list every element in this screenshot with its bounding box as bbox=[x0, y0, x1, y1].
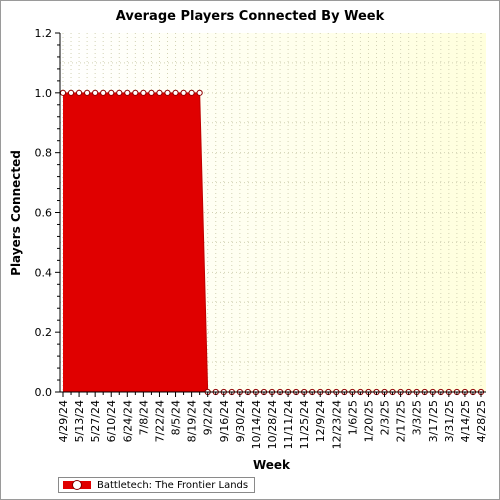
y-axis-title: Players Connected bbox=[9, 150, 23, 276]
data-point bbox=[196, 89, 203, 96]
x-tick-label: 4/29/24 bbox=[57, 400, 70, 442]
x-tick-label: 11/25/24 bbox=[298, 400, 311, 449]
x-tick-label: 9/2/24 bbox=[202, 400, 215, 435]
y-tick-label: 0.6 bbox=[35, 207, 53, 220]
series-area bbox=[63, 92, 481, 392]
legend-label: Battletech: The Frontier Lands bbox=[97, 479, 249, 491]
x-tick-label: 9/16/24 bbox=[218, 400, 231, 442]
x-tick-label: 4/14/25 bbox=[459, 400, 472, 442]
x-tick-label: 1/6/25 bbox=[346, 400, 359, 435]
legend: Battletech: The Frontier Lands bbox=[58, 477, 256, 493]
y-tick-label: 0.4 bbox=[35, 266, 53, 279]
chart-title: Average Players Connected By Week bbox=[115, 9, 385, 24]
data-point bbox=[180, 89, 187, 96]
data-point bbox=[84, 89, 91, 96]
y-tick-label: 1.0 bbox=[35, 87, 53, 100]
data-point bbox=[59, 89, 67, 96]
data-point bbox=[100, 89, 107, 96]
x-tick-label: 3/17/25 bbox=[427, 400, 440, 442]
x-tick-label: 12/23/24 bbox=[330, 400, 343, 449]
data-point bbox=[172, 89, 179, 96]
x-tick-label: 7/8/24 bbox=[137, 400, 150, 435]
data-point bbox=[67, 89, 75, 96]
x-tick-label: 10/14/24 bbox=[250, 400, 263, 449]
x-tick-label: 3/3/25 bbox=[411, 400, 424, 435]
data-point bbox=[164, 89, 171, 96]
x-tick-label: 4/28/25 bbox=[475, 400, 488, 442]
x-tick-label: 1/20/25 bbox=[362, 400, 375, 442]
data-point bbox=[116, 89, 123, 96]
x-tick-label: 6/10/24 bbox=[105, 400, 118, 442]
x-tick-label: 11/11/24 bbox=[282, 400, 295, 449]
data-point bbox=[148, 89, 155, 96]
x-tick-label: 10/28/24 bbox=[266, 400, 279, 449]
data-point bbox=[140, 89, 147, 96]
y-tick-label: 1.2 bbox=[35, 27, 53, 40]
data-point bbox=[108, 89, 115, 96]
x-tick-label: 8/5/24 bbox=[170, 400, 183, 435]
x-tick-label: 7/22/24 bbox=[153, 400, 166, 442]
legend-swatch bbox=[63, 480, 91, 490]
x-tick-label: 9/30/24 bbox=[234, 400, 247, 442]
data-point bbox=[156, 89, 163, 96]
y-tick-label: 0.0 bbox=[35, 386, 53, 399]
x-tick-label: 5/27/24 bbox=[89, 400, 102, 442]
y-tick-label: 0.2 bbox=[35, 326, 53, 339]
x-tick-label: 2/3/25 bbox=[379, 400, 392, 435]
y-tick-label: 0.8 bbox=[35, 147, 53, 160]
x-tick-label: 2/17/25 bbox=[395, 400, 408, 442]
x-axis-title: Week bbox=[252, 458, 291, 472]
data-point bbox=[188, 89, 195, 96]
x-tick-label: 12/9/24 bbox=[314, 400, 327, 442]
data-point bbox=[92, 89, 99, 96]
data-point bbox=[132, 89, 139, 96]
x-tick-label: 8/19/24 bbox=[186, 400, 199, 442]
x-tick-label: 6/24/24 bbox=[121, 400, 134, 442]
data-point bbox=[75, 89, 83, 96]
x-tick-label: 3/31/25 bbox=[443, 400, 456, 442]
data-point bbox=[124, 89, 131, 96]
x-tick-label: 5/13/24 bbox=[73, 400, 86, 442]
